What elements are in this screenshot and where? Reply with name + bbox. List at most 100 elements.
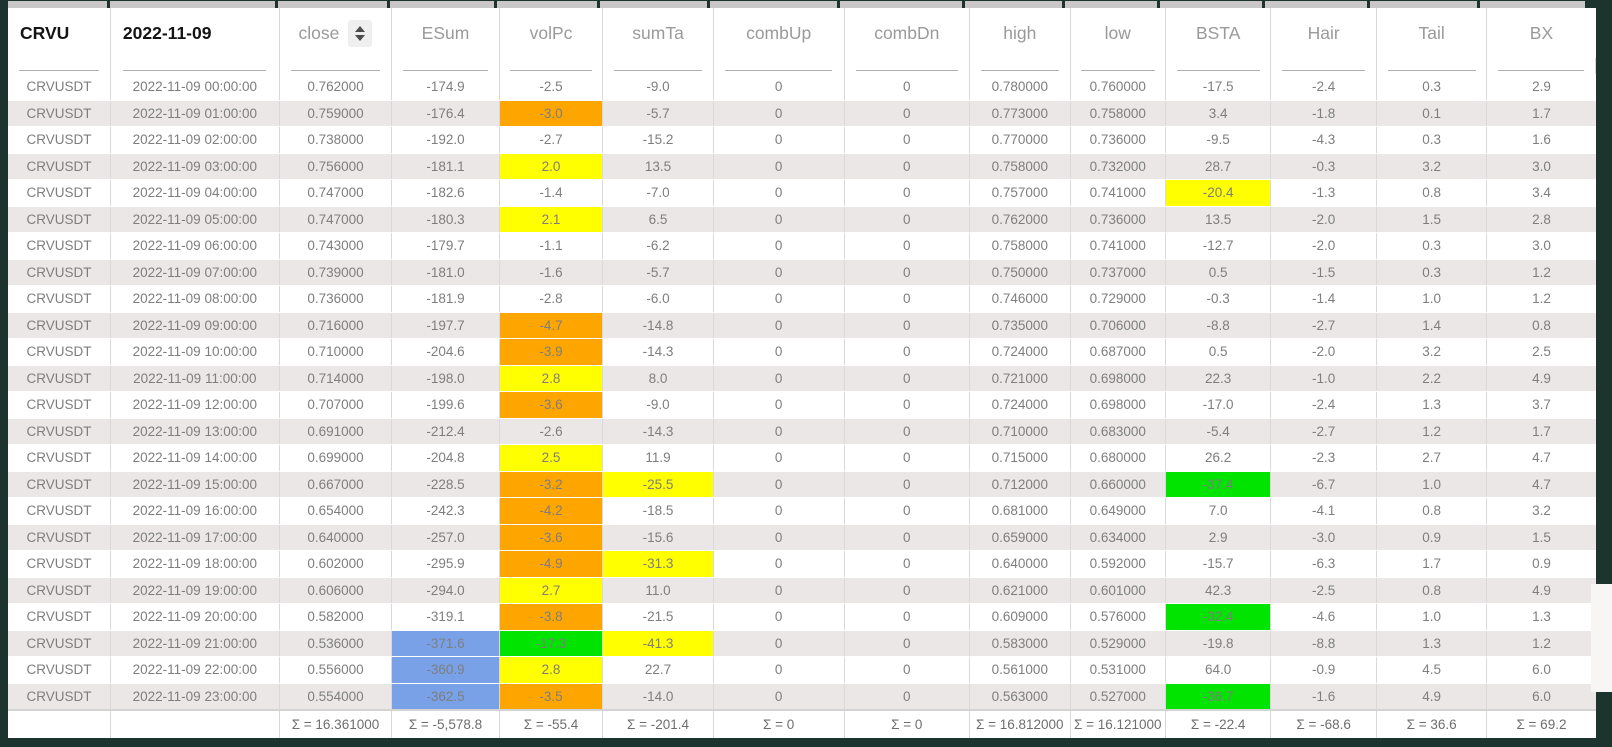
cell-volpc[interactable]: -2.5: [499, 74, 604, 101]
cell-sym[interactable]: CRVUSDT: [8, 603, 111, 631]
cell-bsta[interactable]: 28.7: [1165, 153, 1272, 180]
cell-sym[interactable]: CRVUSDT: [8, 338, 111, 366]
cell-bx[interactable]: 2.8: [1486, 206, 1596, 233]
cell-bx[interactable]: 4.7: [1486, 471, 1596, 498]
cell-combup[interactable]: 0: [713, 683, 845, 711]
cell-low[interactable]: 0.698000: [1070, 391, 1166, 419]
cell-low[interactable]: 0.698000: [1070, 365, 1166, 392]
cell-bx[interactable]: 1.3: [1486, 603, 1596, 631]
cell-sumta[interactable]: -15.2: [602, 126, 714, 154]
cell-hair[interactable]: -4.1: [1270, 497, 1377, 525]
cell-hair[interactable]: -1.6: [1270, 683, 1377, 711]
cell-high[interactable]: 0.659000: [969, 524, 1071, 551]
cell-close[interactable]: 0.554000: [279, 683, 393, 711]
cell-bx[interactable]: 3.7: [1486, 391, 1596, 419]
cell-low[interactable]: 0.576000: [1070, 603, 1166, 631]
cell-sumta[interactable]: 13.5: [602, 153, 714, 180]
cell-bx[interactable]: 1.7: [1486, 100, 1596, 127]
cell-combdn[interactable]: 0: [844, 285, 971, 313]
cell-bx[interactable]: 6.0: [1486, 683, 1596, 711]
cell-combup[interactable]: 0: [713, 153, 845, 180]
cell-combup[interactable]: 0: [713, 391, 845, 419]
cell-combdn[interactable]: 0: [844, 153, 971, 180]
cell-hair[interactable]: -1.3: [1270, 179, 1377, 207]
cell-close[interactable]: 0.654000: [279, 497, 393, 525]
cell-high[interactable]: 0.758000: [969, 153, 1071, 180]
cell-sym[interactable]: CRVUSDT: [8, 232, 111, 260]
cell-esum[interactable]: -362.5: [391, 683, 500, 711]
cell-esum[interactable]: -242.3: [391, 497, 500, 525]
cell-hair[interactable]: -1.5: [1270, 259, 1377, 286]
cell-bx[interactable]: 3.2: [1486, 497, 1596, 525]
cell-low[interactable]: 0.741000: [1070, 179, 1166, 207]
cell-bsta[interactable]: -20.4: [1165, 179, 1272, 207]
cell-close[interactable]: 0.710000: [279, 338, 393, 366]
cell-high[interactable]: 0.640000: [969, 550, 1071, 578]
cell-datetime[interactable]: 2022-11-09 09:00:00: [110, 312, 280, 339]
cell-bx[interactable]: 4.9: [1486, 365, 1596, 392]
cell-bx[interactable]: 3.0: [1486, 232, 1596, 260]
cell-hair[interactable]: -2.4: [1270, 391, 1377, 419]
cell-combdn[interactable]: 0: [844, 444, 971, 472]
cell-bsta[interactable]: 3.4: [1165, 100, 1272, 127]
filter-input-tail[interactable]: [1376, 58, 1488, 74]
cell-volpc[interactable]: -3.5: [499, 683, 604, 711]
cell-esum[interactable]: -212.4: [391, 418, 500, 445]
cell-low[interactable]: 0.531000: [1070, 656, 1166, 684]
filter-input-low[interactable]: [1070, 58, 1166, 74]
cell-sym[interactable]: CRVUSDT: [8, 312, 111, 339]
cell-tail[interactable]: 0.3: [1376, 259, 1488, 286]
cell-bx[interactable]: 6.0: [1486, 656, 1596, 684]
cell-combup[interactable]: 0: [713, 524, 845, 551]
cell-hair[interactable]: -1.8: [1270, 100, 1377, 127]
cell-datetime[interactable]: 2022-11-09 02:00:00: [110, 126, 280, 154]
cell-tail[interactable]: 3.2: [1376, 153, 1488, 180]
cell-low[interactable]: 0.649000: [1070, 497, 1166, 525]
cell-datetime[interactable]: 2022-11-09 22:00:00: [110, 656, 280, 684]
cell-low[interactable]: 0.527000: [1070, 683, 1166, 711]
cell-combup[interactable]: 0: [713, 259, 845, 286]
cell-high[interactable]: 0.715000: [969, 444, 1071, 472]
cell-tail[interactable]: 1.5: [1376, 206, 1488, 233]
cell-bx[interactable]: 1.5: [1486, 524, 1596, 551]
cell-sumta[interactable]: 22.7: [602, 656, 714, 684]
cell-close[interactable]: 0.582000: [279, 603, 393, 631]
cell-sym[interactable]: CRVUSDT: [8, 100, 111, 127]
filter-input-esum[interactable]: [391, 58, 500, 74]
cell-bsta[interactable]: -0.3: [1165, 285, 1272, 313]
cell-combdn[interactable]: 0: [844, 577, 971, 604]
cell-low[interactable]: 0.741000: [1070, 232, 1166, 260]
cell-sym[interactable]: CRVUSDT: [8, 683, 111, 711]
cell-high[interactable]: 0.681000: [969, 497, 1071, 525]
cell-volpc[interactable]: -3.6: [499, 524, 604, 551]
cell-datetime[interactable]: 2022-11-09 16:00:00: [110, 497, 280, 525]
cell-sym[interactable]: CRVUSDT: [8, 126, 111, 154]
cell-bsta[interactable]: 64.0: [1165, 656, 1272, 684]
cell-low[interactable]: 0.592000: [1070, 550, 1166, 578]
cell-esum[interactable]: -294.0: [391, 577, 500, 604]
cell-combdn[interactable]: 0: [844, 179, 971, 207]
cell-low[interactable]: 0.737000: [1070, 259, 1166, 286]
cell-esum[interactable]: -180.3: [391, 206, 500, 233]
cell-close[interactable]: 0.759000: [279, 100, 393, 127]
cell-hair[interactable]: -2.4: [1270, 74, 1377, 101]
cell-bsta[interactable]: -9.5: [1165, 126, 1272, 154]
cell-sumta[interactable]: -14.0: [602, 683, 714, 711]
cell-volpc[interactable]: -4.2: [499, 497, 604, 525]
cell-bx[interactable]: 1.7: [1486, 418, 1596, 445]
cell-bx[interactable]: 3.0: [1486, 153, 1596, 180]
cell-sym[interactable]: CRVUSDT: [8, 74, 111, 101]
cell-hair[interactable]: -6.7: [1270, 471, 1377, 498]
cell-combdn[interactable]: 0: [844, 550, 971, 578]
cell-datetime[interactable]: 2022-11-09 15:00:00: [110, 471, 280, 498]
cell-esum[interactable]: -181.9: [391, 285, 500, 313]
cell-bx[interactable]: 1.2: [1486, 259, 1596, 286]
cell-esum[interactable]: -319.1: [391, 603, 500, 631]
cell-hair[interactable]: -1.0: [1270, 365, 1377, 392]
cell-bx[interactable]: 2.5: [1486, 338, 1596, 366]
cell-combup[interactable]: 0: [713, 74, 845, 101]
cell-low[interactable]: 0.529000: [1070, 630, 1166, 657]
cell-sumta[interactable]: 11.0: [602, 577, 714, 604]
cell-sym[interactable]: CRVUSDT: [8, 206, 111, 233]
cell-bsta[interactable]: -15.7: [1165, 550, 1272, 578]
